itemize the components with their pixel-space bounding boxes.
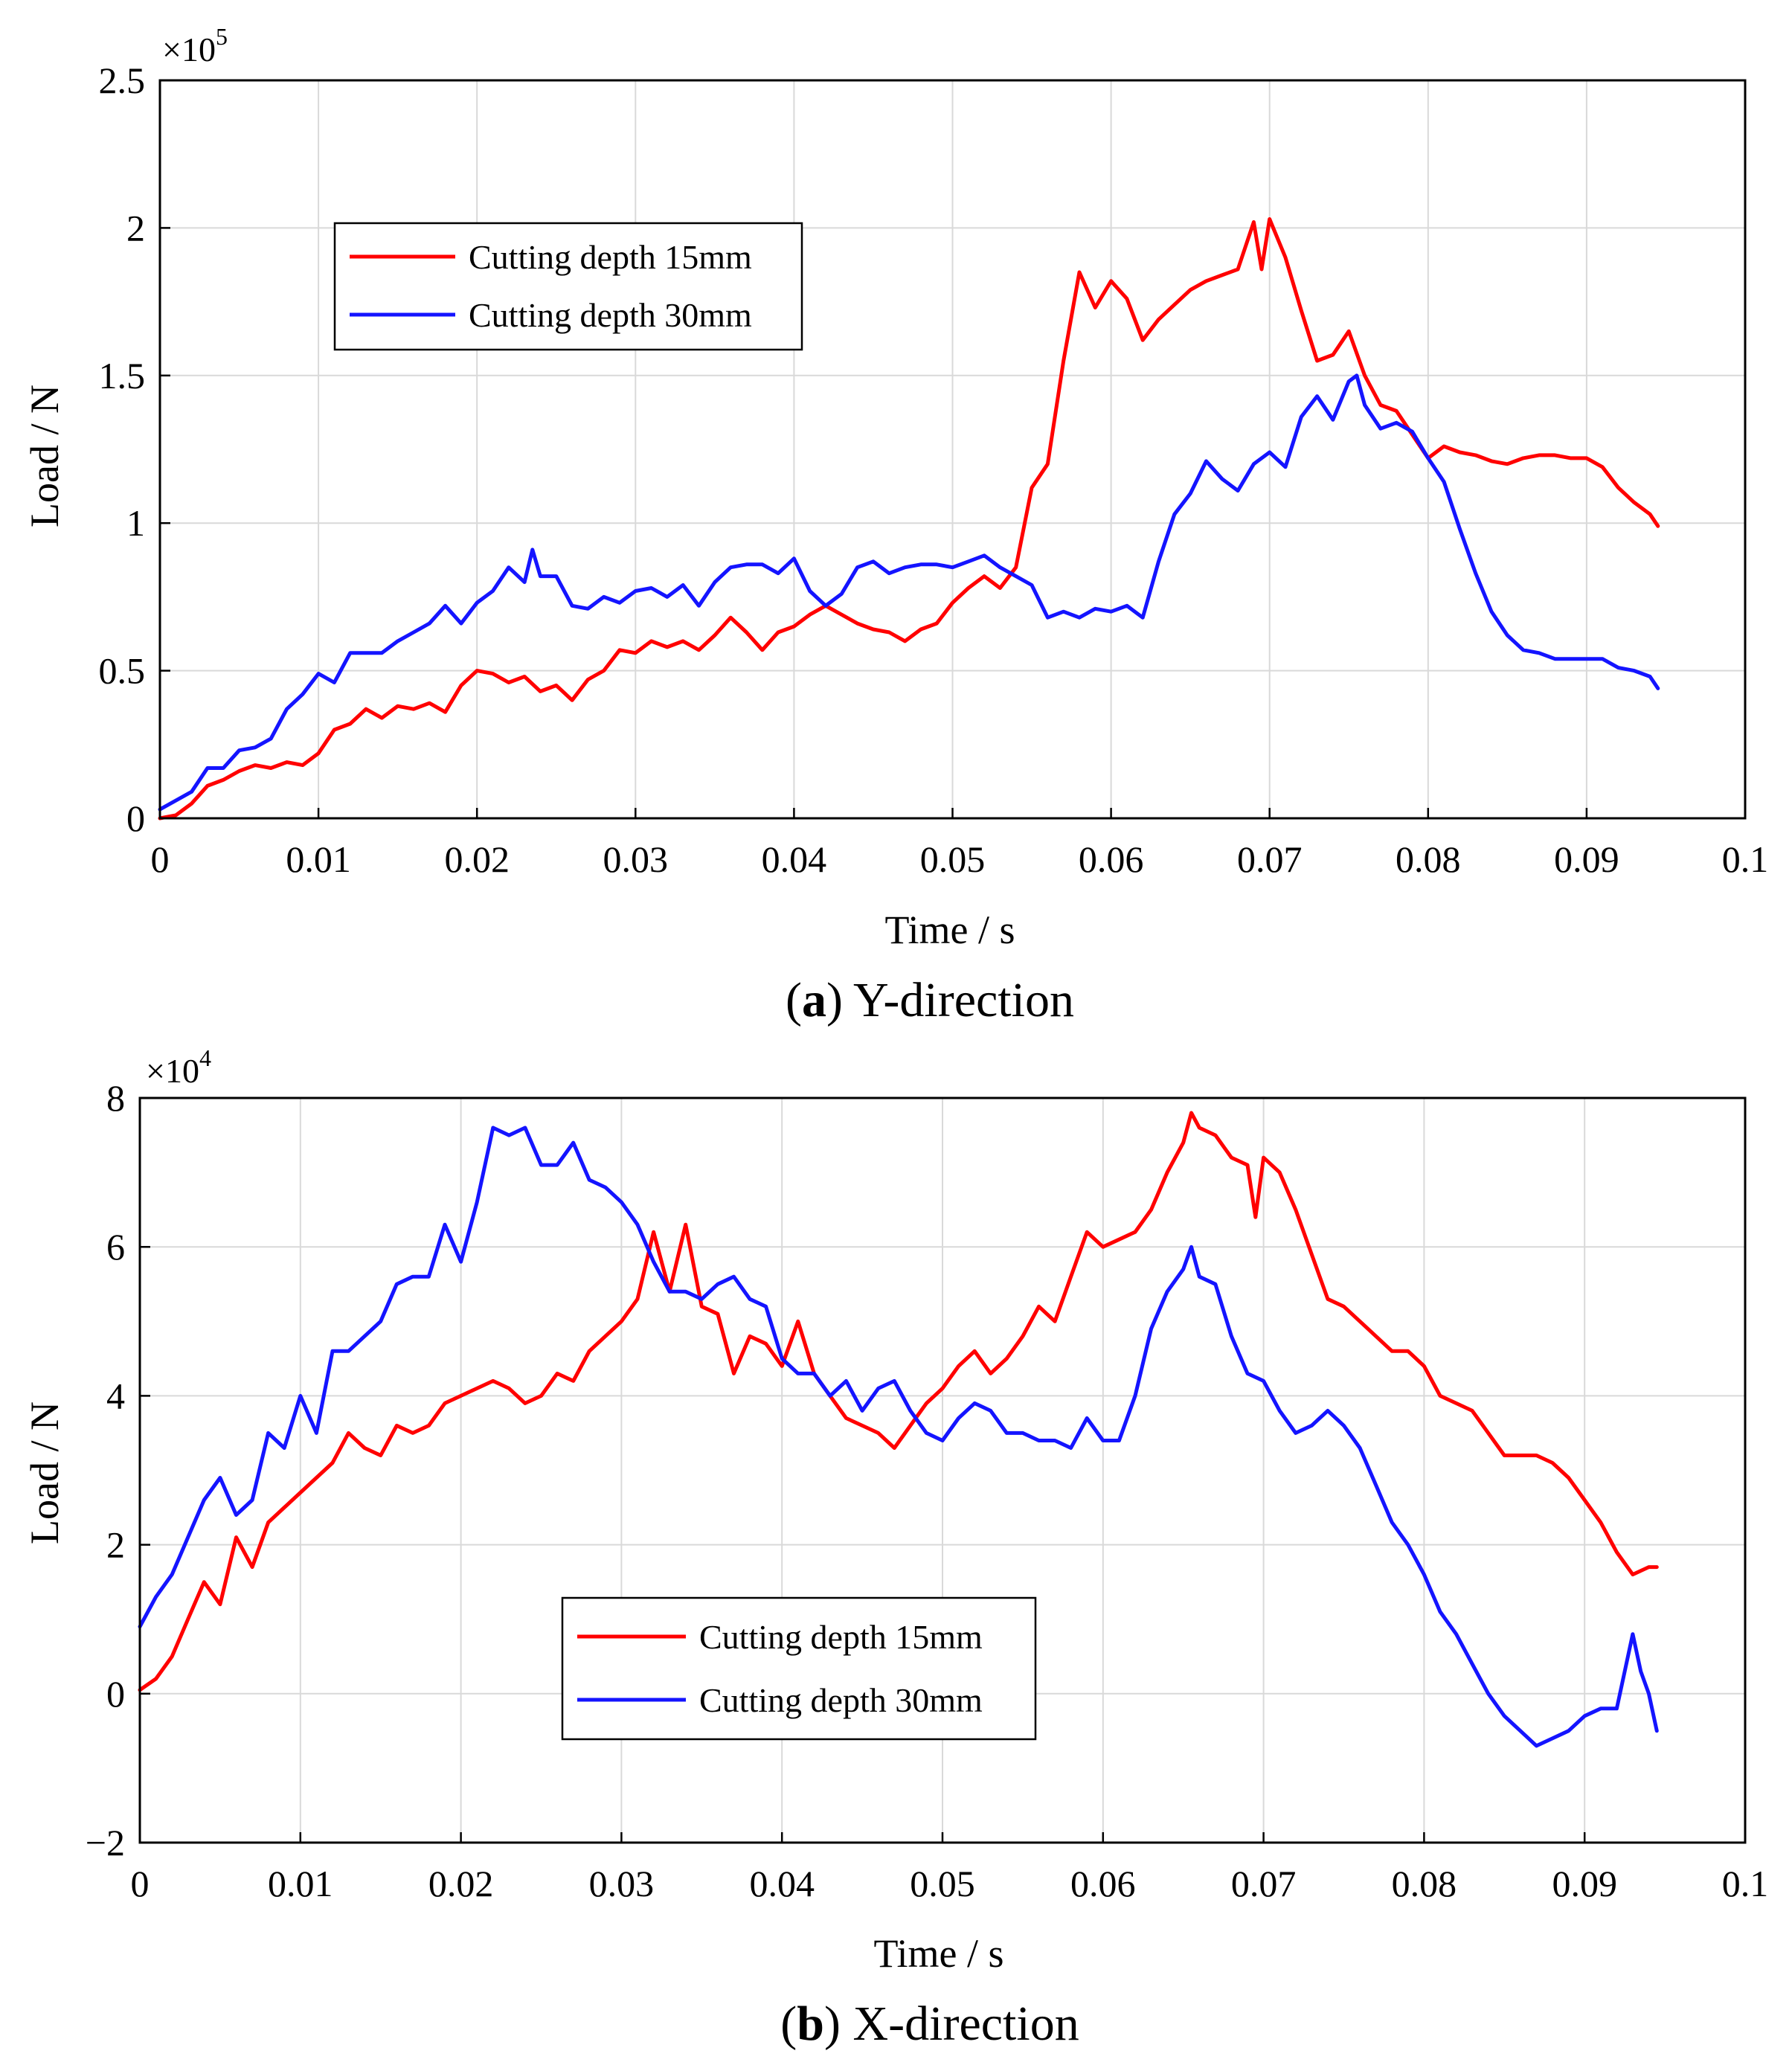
x-axis-label: Time / s [873,1931,1003,1976]
caption-b: (b) X-direction [780,1997,1079,2051]
x-tick-label: 0.02 [428,1863,494,1904]
y-tick-label: 2 [126,207,145,248]
legend-label-30mm: Cutting depth 30mm [469,296,752,334]
x-tick-label: 0.03 [603,838,669,880]
y-tick-label: 0 [126,797,145,839]
x-tick-labels: 0 0.01 0.02 0.03 0.04 0.05 0.06 0.07 0.08 0.09 0.1 [151,838,1769,880]
series-lines [158,217,1660,821]
y-multiplier: ×105 [162,23,228,68]
x-tick-label: 0.07 [1231,1863,1297,1904]
chart-x-direction: 0 0.01 0.02 0.03 0.04 0.05 0.06 0.07 0.08 0.09 0.1… [22,1044,1768,2051]
x-tick-label: 0.06 [1079,838,1144,880]
x-tick-label: 0.04 [749,1863,815,1904]
legend-label-30mm: Cutting depth 30mm [699,1681,983,1719]
x-tick-label: 0.05 [910,1863,975,1904]
x-tick-label: 0.04 [762,838,827,880]
x-tick-label: 0.08 [1396,838,1461,880]
x-tick-label: 0.08 [1392,1863,1457,1904]
y-tick-label: −2 [86,1822,125,1863]
y-tick-label: 2.5 [99,60,146,101]
y-multiplier: ×104 [146,1044,211,1090]
y-tick-labels: 0 0.5 1 1.5 2 2.5 [99,60,146,839]
y-tick-label: 6 [106,1226,125,1268]
x-tick-label: 0.05 [920,838,986,880]
x-tick-label: 0.01 [268,1863,333,1904]
y-axis-label: Load / N [22,1401,67,1544]
x-tick-label: 0 [151,838,170,880]
y-axis-label: Load / N [22,385,67,527]
x-tick-label: 0.01 [286,838,351,880]
legend-label-15mm: Cutting depth 15mm [469,238,752,276]
y-tick-labels: −2 0 2 4 6 8 [86,1077,125,1863]
x-gridlines [158,80,1747,818]
legend-box [561,1596,1037,1741]
y-tick-label: 0 [106,1673,125,1715]
x-tick-label: 0 [131,1863,150,1904]
x-axis-label: Time / s [884,908,1015,952]
x-tick-label: 0.1 [1722,838,1769,880]
plot-frame [138,1096,1747,1844]
y-tick-label: 1 [126,502,145,544]
series-lines [138,1111,1659,1748]
y-tick-label: 2 [106,1524,125,1566]
x-tick-label: 0.09 [1554,838,1619,880]
x-tick-labels: 0 0.01 0.02 0.03 0.04 0.05 0.06 0.07 0.08 0.09 0.1 [131,1863,1769,1904]
legend: Cutting depth 15mm Cutting depth 30mm [333,222,803,351]
x-tick-label: 0.1 [1722,1863,1769,1904]
y-tick-label: 0.5 [99,650,146,692]
series-line-30mm [138,1125,1659,1748]
x-tick-label: 0.06 [1070,1863,1136,1904]
y-tick-label: 1.5 [99,355,146,396]
caption-a: (a) Y-direction [786,973,1074,1027]
legend: Cutting depth 15mm Cutting depth 30mm [561,1596,1037,1741]
x-tick-label: 0.09 [1552,1863,1617,1904]
series-line-30mm [158,373,1660,812]
series-line-15mm [138,1111,1659,1692]
x-tick-label: 0.07 [1237,838,1303,880]
legend-label-15mm: Cutting depth 15mm [699,1618,983,1656]
plot-frame [158,79,1747,820]
y-tick-label: 4 [106,1375,125,1416]
legend-box [333,222,803,351]
chart-y-direction: 0 0.01 0.02 0.03 0.04 0.05 0.06 0.07 0.08 0.09 0.1… [22,23,1768,1027]
x-tick-label: 0.02 [444,838,510,880]
y-tick-label: 8 [106,1077,125,1119]
x-tick-label: 0.03 [589,1863,655,1904]
